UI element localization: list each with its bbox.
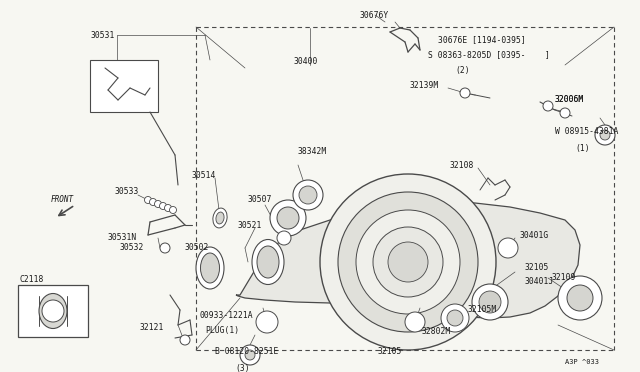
Text: (2): (2) bbox=[455, 65, 470, 74]
Text: 32006M: 32006M bbox=[555, 96, 584, 105]
Text: A3P ^033: A3P ^033 bbox=[565, 359, 599, 365]
Text: 30676E [1194-0395]: 30676E [1194-0395] bbox=[438, 35, 525, 45]
Circle shape bbox=[447, 310, 463, 326]
Text: 30502: 30502 bbox=[185, 244, 209, 253]
Circle shape bbox=[277, 231, 291, 245]
Circle shape bbox=[405, 312, 425, 332]
Bar bbox=[18, 285, 88, 337]
Ellipse shape bbox=[252, 240, 284, 285]
Circle shape bbox=[145, 196, 152, 203]
Circle shape bbox=[256, 311, 278, 333]
Text: 38342M: 38342M bbox=[298, 148, 327, 157]
Text: 30507: 30507 bbox=[248, 196, 273, 205]
Ellipse shape bbox=[196, 247, 224, 289]
Text: (3): (3) bbox=[235, 363, 250, 372]
Text: PLUG(1): PLUG(1) bbox=[205, 326, 239, 334]
Text: 32105: 32105 bbox=[378, 347, 403, 356]
Text: 32802M: 32802M bbox=[422, 327, 451, 337]
Circle shape bbox=[356, 210, 460, 314]
Circle shape bbox=[159, 202, 166, 209]
Text: 32105M: 32105M bbox=[468, 305, 497, 314]
Text: 30532: 30532 bbox=[120, 244, 145, 253]
Circle shape bbox=[498, 238, 518, 258]
Circle shape bbox=[560, 108, 570, 118]
Circle shape bbox=[170, 206, 177, 214]
Text: 30533: 30533 bbox=[115, 187, 140, 196]
Circle shape bbox=[388, 242, 428, 282]
Circle shape bbox=[160, 243, 170, 253]
Text: W 08915-4381A: W 08915-4381A bbox=[555, 128, 618, 137]
Text: 32109: 32109 bbox=[552, 273, 577, 282]
Circle shape bbox=[441, 304, 469, 332]
Bar bbox=[90, 60, 158, 112]
Circle shape bbox=[240, 345, 260, 365]
Circle shape bbox=[164, 205, 172, 212]
Circle shape bbox=[299, 186, 317, 204]
Ellipse shape bbox=[200, 253, 220, 283]
Circle shape bbox=[373, 227, 443, 297]
Text: 30401J: 30401J bbox=[525, 278, 554, 286]
Text: B 08120-8251E: B 08120-8251E bbox=[215, 347, 278, 356]
Circle shape bbox=[277, 207, 299, 229]
Circle shape bbox=[42, 300, 64, 322]
Text: 30514: 30514 bbox=[192, 170, 216, 180]
Text: 32108: 32108 bbox=[450, 160, 474, 170]
Circle shape bbox=[180, 335, 190, 345]
Circle shape bbox=[472, 284, 508, 320]
Circle shape bbox=[479, 291, 501, 313]
Text: 30531: 30531 bbox=[91, 32, 115, 41]
Circle shape bbox=[595, 125, 615, 145]
Text: 30521: 30521 bbox=[238, 221, 262, 230]
Circle shape bbox=[338, 192, 478, 332]
Circle shape bbox=[245, 350, 255, 360]
Ellipse shape bbox=[213, 208, 227, 228]
Text: 00933-1221A: 00933-1221A bbox=[200, 311, 253, 320]
Circle shape bbox=[460, 88, 470, 98]
Circle shape bbox=[293, 180, 323, 210]
Circle shape bbox=[543, 101, 553, 111]
Text: 32006M: 32006M bbox=[555, 96, 584, 105]
Circle shape bbox=[567, 285, 593, 311]
Text: C2118: C2118 bbox=[20, 276, 44, 285]
Text: 30676Y: 30676Y bbox=[360, 10, 389, 19]
Ellipse shape bbox=[39, 294, 67, 328]
Circle shape bbox=[150, 199, 157, 205]
Circle shape bbox=[270, 200, 306, 236]
Circle shape bbox=[154, 201, 161, 208]
Text: 30531N: 30531N bbox=[108, 234, 137, 243]
Text: FRONT: FRONT bbox=[51, 196, 74, 205]
Text: (1): (1) bbox=[575, 144, 589, 153]
Text: 30400: 30400 bbox=[294, 58, 318, 67]
Text: 32105: 32105 bbox=[525, 263, 549, 273]
Circle shape bbox=[558, 276, 602, 320]
Circle shape bbox=[600, 130, 610, 140]
Text: 32121: 32121 bbox=[140, 324, 164, 333]
Circle shape bbox=[320, 174, 496, 350]
Text: 30401G: 30401G bbox=[520, 231, 549, 240]
Polygon shape bbox=[236, 202, 580, 318]
Text: 32139M: 32139M bbox=[410, 80, 439, 90]
Ellipse shape bbox=[216, 212, 224, 224]
Text: S 08363-8205D [0395-    ]: S 08363-8205D [0395- ] bbox=[428, 51, 550, 60]
Ellipse shape bbox=[257, 246, 279, 278]
